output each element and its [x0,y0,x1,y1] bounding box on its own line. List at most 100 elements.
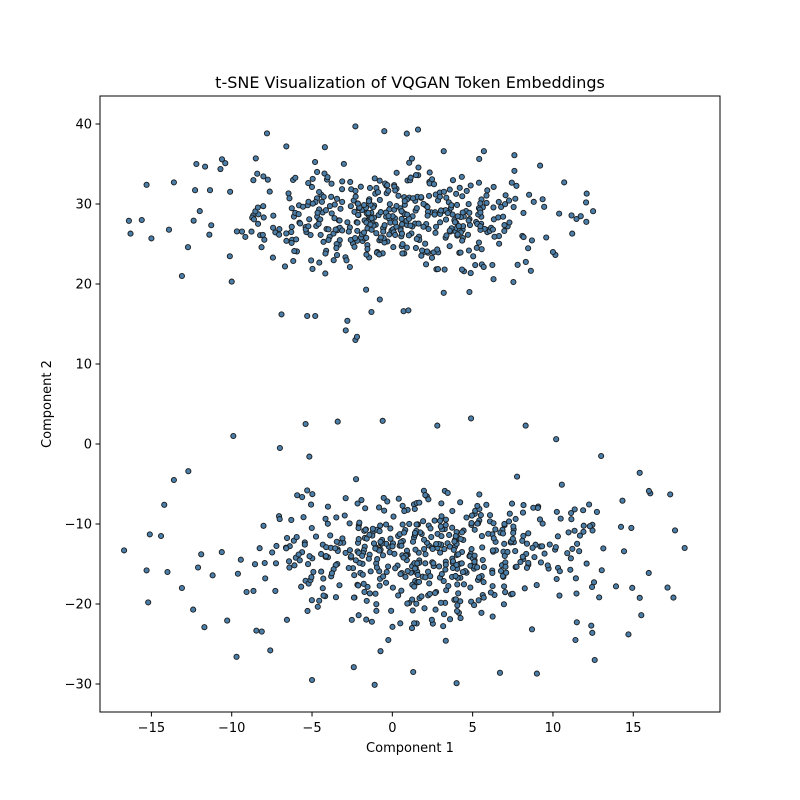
scatter-point [283,237,290,244]
scatter-point [125,217,132,224]
scatter-point [441,546,448,553]
scatter-point [420,223,427,230]
scatter-point [178,272,185,280]
scatter-point [412,172,420,179]
scatter-point [170,476,177,484]
scatter-point [260,522,267,529]
scatter-point [381,128,388,135]
scatter-point [316,259,323,266]
scatter-point [121,547,128,554]
y-tick-label: −20 [65,598,92,613]
scatter-point [363,251,370,258]
y-axis-ticks: −30 −20 −10 0 10 20 30 40 [65,118,100,693]
scatter-point [328,193,335,200]
scatter-point [451,538,458,545]
scatter-point [346,547,353,554]
scatter-point [359,571,366,578]
scatter-point [503,569,510,576]
scatter-point [324,520,331,527]
scatter-point [449,524,456,531]
scatter-point [286,564,293,571]
scatter-point [376,582,383,589]
scatter-point [477,209,484,216]
scatter-point [568,516,575,523]
scatter-point [448,202,455,209]
scatter-point [440,611,448,618]
scatter-point [376,528,383,535]
scatter-point [460,581,468,588]
scatter-point [554,533,561,540]
scatter-point [628,524,635,531]
scatter-point [312,158,319,166]
scatter-point [392,565,399,572]
scatter-point [487,589,494,596]
y-tick-label: 30 [75,198,92,213]
scatter-point [506,219,513,226]
scatter-point [399,502,406,509]
scatter-point [308,501,315,508]
scatter-point [209,572,216,579]
scatter-point [401,198,408,205]
scatter-point [413,205,420,212]
scatter-point [286,195,293,202]
scatter-point [332,226,339,233]
scatter-point [449,558,457,565]
scatter-point [478,533,485,540]
scatter-point [351,243,358,250]
scatter-point [415,578,423,585]
scatter-point [348,553,355,560]
scatter-point [333,514,340,521]
scatter-point [283,545,290,552]
scatter-point [324,174,331,181]
scatter-point [382,579,390,586]
scatter-point [505,197,513,204]
scatter-point [459,193,466,200]
scatter-point [305,180,312,187]
scatter-point [446,616,454,623]
scatter-point [490,520,497,527]
scatter-point [533,582,540,589]
scatter-point [226,253,233,260]
scatter-point [455,223,462,230]
scatter-point [298,583,305,590]
scatter-point [527,267,534,274]
x-tick-label: −10 [218,721,245,736]
scatter-point [352,235,359,242]
scatter-point [433,540,440,548]
scatter-point [376,177,383,184]
scatter-point [467,182,474,189]
scatter-point [598,567,605,574]
scatter-point [456,184,463,191]
scatter-point [352,557,359,564]
scatter-point [358,496,365,504]
scatter-point [670,594,677,601]
scatter-point [465,217,472,224]
scatter-point [590,579,598,586]
scatter-point [365,555,372,562]
scatter-point [318,568,325,575]
scatter-point [373,564,380,571]
scatter-point [353,333,361,340]
scatter-point [411,583,418,590]
scatter-point [406,520,413,527]
x-tick-label: 0 [388,721,396,736]
scatter-point [553,508,560,515]
scatter-point [471,526,478,533]
scatter-point [645,569,652,577]
scatter-point [446,186,453,193]
scatter-point [638,612,645,619]
scatter-point [320,575,327,582]
scatter-point [490,204,497,211]
scatter-point [425,496,432,503]
scatter-point [170,179,177,186]
scatter-point [437,599,444,606]
scatter-point [318,198,326,205]
scatter-point [442,516,449,523]
scatter-point [549,248,557,256]
scatter-point [479,544,486,551]
scatter-point [409,538,417,545]
scatter-point [588,622,595,629]
scatter-point [377,234,384,241]
scatter-point [312,312,319,320]
